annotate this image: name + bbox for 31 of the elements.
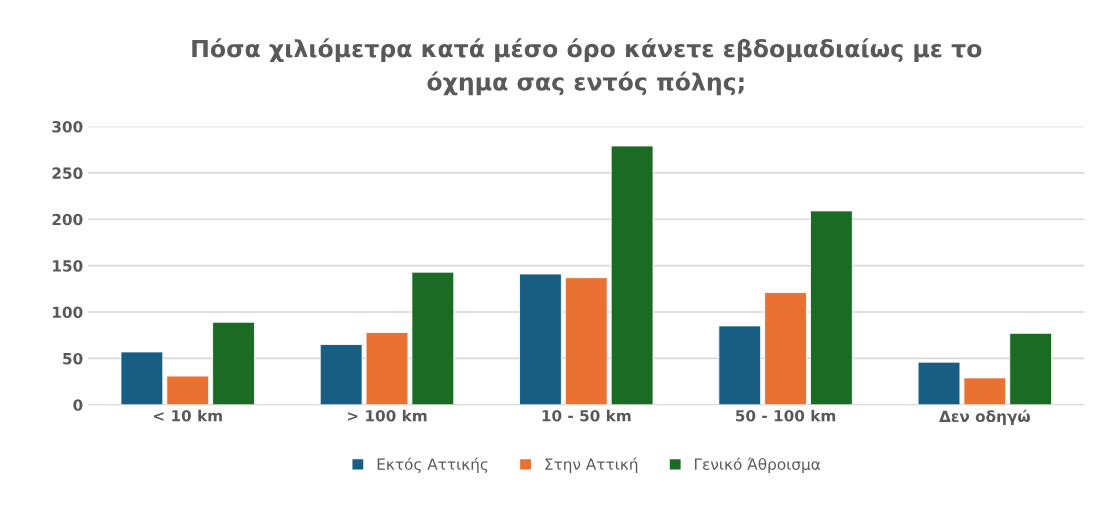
bar bbox=[166, 375, 210, 405]
legend-label: Στην Αττική bbox=[545, 457, 638, 473]
bar bbox=[365, 332, 409, 405]
bar bbox=[212, 321, 255, 405]
bar bbox=[810, 210, 853, 405]
bar bbox=[963, 377, 1007, 405]
y-tick-label: 300 bbox=[52, 120, 83, 133]
x-tick-label: > 100 km bbox=[347, 409, 427, 422]
y-tick-label: 50 bbox=[63, 352, 83, 365]
bar bbox=[764, 292, 807, 405]
bar bbox=[411, 271, 455, 405]
legend-label: Εκτός Αττικής bbox=[377, 457, 488, 473]
x-tick-label: < 10 km bbox=[153, 409, 222, 422]
legend-label: Γενικό Άθροισμα bbox=[695, 457, 821, 473]
x-tick-label: 10 - 50 km bbox=[542, 409, 631, 422]
bar bbox=[610, 145, 654, 405]
y-tick-label: 100 bbox=[53, 306, 83, 319]
chart-title: Πόσα χιλιόμετρα κατά μέσο όρο κάνετε εβδομαδιαίως με το όχημα σας εντός πόλης; bbox=[192, 38, 982, 96]
y-tick-label: 0 bbox=[73, 399, 83, 411]
y-tick-label: 150 bbox=[53, 260, 83, 272]
bar bbox=[519, 273, 562, 405]
bar bbox=[120, 351, 164, 405]
bar bbox=[718, 325, 762, 405]
bar bbox=[564, 277, 608, 405]
bar bbox=[917, 361, 961, 405]
x-tick-label: 50 - 100 km bbox=[735, 409, 836, 422]
bar bbox=[1009, 332, 1053, 405]
x-tick-label: Δεν οδηγώ bbox=[939, 409, 1030, 426]
y-tick-label: 250 bbox=[52, 167, 83, 179]
y-tick-label: 200 bbox=[52, 213, 83, 226]
bar bbox=[319, 344, 363, 405]
